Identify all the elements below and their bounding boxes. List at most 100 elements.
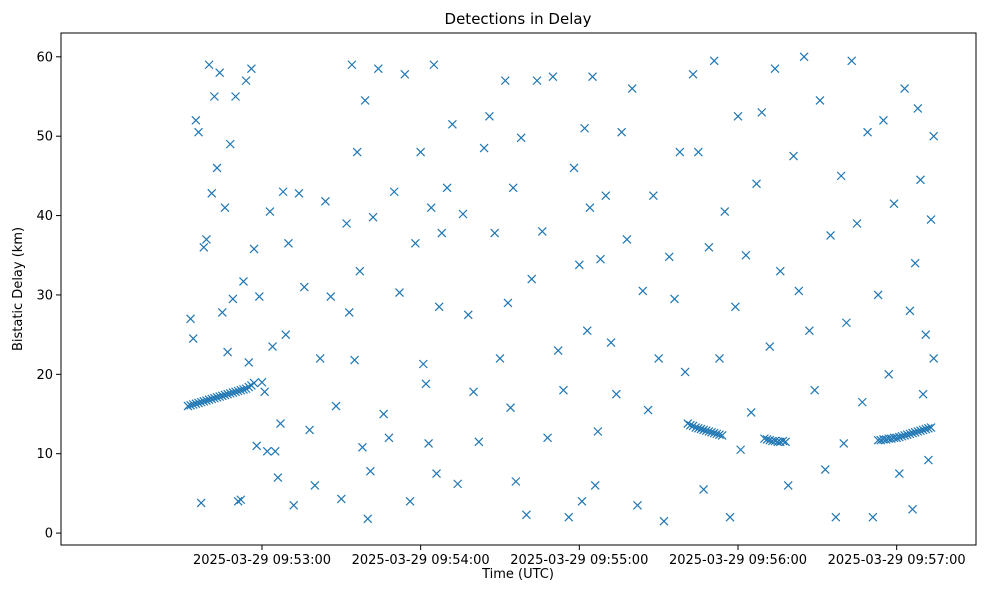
data-point [781,437,791,447]
data-point [506,403,515,413]
data-point [350,355,359,365]
data-point [281,330,291,340]
data-point [432,469,441,478]
data-point [389,187,399,197]
data-point [691,423,701,432]
data-point [331,401,341,411]
data-point [416,147,426,157]
x-tick-label: 2025-03-29 09:55:00 [510,553,648,568]
data-point [889,199,899,209]
data-point [916,426,925,436]
data-point [564,512,574,522]
data-point [897,431,907,441]
data-point [900,84,910,93]
data-point [236,495,246,505]
data-point [804,326,814,336]
data-point [701,426,711,436]
y-tick-label: 50 [36,130,53,145]
data-point [228,388,238,398]
data-point [209,92,219,101]
data-point [233,386,243,396]
data-point [606,338,616,348]
y-tick-label: 60 [36,50,53,65]
data-point [268,342,277,351]
data-point [577,496,587,506]
data-point [717,431,727,440]
data-point [543,433,553,443]
data-point [699,425,709,435]
data-point [424,438,434,448]
data-point [207,394,217,404]
data-point [910,258,920,268]
data-point [902,430,912,440]
data-point [326,292,336,301]
data-point [725,512,735,522]
data-point [252,441,262,451]
y-tick-label: 40 [36,209,53,224]
data-point [916,175,925,185]
data-point [926,215,936,224]
data-point [836,171,846,181]
data-point [648,191,658,201]
data-points [183,52,939,526]
data-point [693,423,703,433]
data-point [400,69,410,79]
data-point [437,228,447,238]
data-point [611,389,621,399]
data-point [884,369,894,379]
data-point [733,111,743,121]
data-point [265,207,275,217]
data-point [746,408,756,417]
data-point [799,52,809,62]
data-point [894,432,904,442]
data-point [395,288,404,297]
data-point [908,428,917,438]
data-point [479,143,489,153]
data-point [321,196,330,206]
data-point [236,385,246,395]
data-point [453,479,463,489]
data-point [458,209,468,219]
data-point [929,354,939,363]
data-point [223,389,233,399]
y-tick-label: 30 [36,288,53,303]
data-point [429,60,439,70]
data-point [215,392,225,401]
data-point [508,183,518,193]
data-point [196,397,206,407]
data-point [709,428,719,438]
data-point [207,188,217,198]
data-point [276,419,285,428]
data-point [186,314,196,324]
data-point [188,334,198,344]
data-point [352,147,362,157]
data-point [249,244,259,254]
data-point [778,436,788,446]
data-point [699,485,709,494]
data-point [659,516,669,526]
data-point [270,446,280,456]
data-point [789,151,798,161]
data-point [712,429,722,439]
data-point [622,234,632,244]
data-point [601,191,611,201]
data-point [199,242,209,252]
data-point [847,56,857,66]
data-point [262,446,272,456]
data-point [209,393,219,403]
data-point [355,266,365,276]
plot-frame [60,32,977,546]
data-point [580,123,590,133]
data-point [233,496,243,506]
data-point [569,163,579,173]
data-point [921,424,931,434]
data-point [342,219,352,228]
data-point [654,354,664,363]
data-point [841,318,851,328]
data-point [273,473,283,482]
data-point [736,445,746,455]
data-point [365,466,375,476]
data-point [305,425,315,435]
data-point [421,379,431,389]
